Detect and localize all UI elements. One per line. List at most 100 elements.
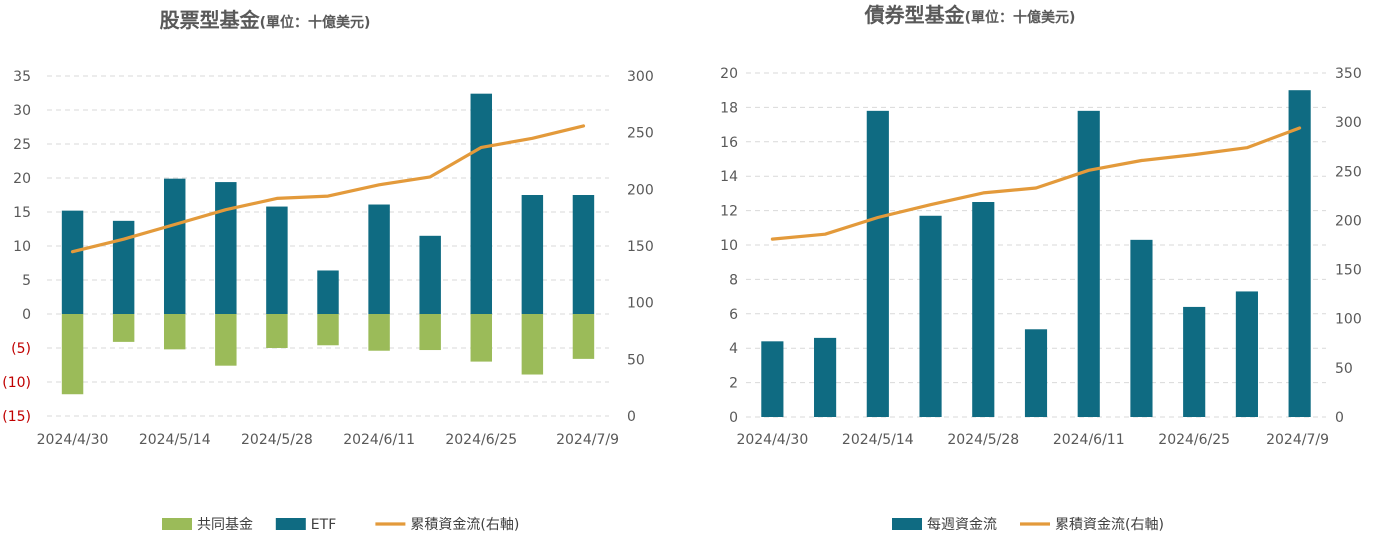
y-left-tick-label: (10) — [2, 375, 31, 391]
x-tick-label: 2024/5/14 — [139, 432, 211, 448]
mutual-fund-bar — [419, 314, 441, 351]
legend-swatch — [275, 518, 306, 530]
chart-title: 債券型基金(單位：十億美元) — [864, 3, 1076, 27]
etf-bar — [163, 178, 186, 314]
y-left-tick-label: 10 — [720, 238, 738, 254]
x-tick-label: 2024/6/11 — [343, 432, 415, 448]
cumulative-flow-line — [70, 124, 586, 254]
mutual-fund-bar — [163, 314, 186, 350]
x-tick-label: 2024/5/14 — [842, 432, 914, 448]
legend-swatch — [892, 518, 922, 530]
mutual-fund-bar — [266, 314, 288, 348]
y-right-tick-label: 50 — [1335, 361, 1353, 377]
etf-bar — [61, 210, 84, 314]
legend-swatch — [162, 518, 192, 530]
y-right-tick-label: 300 — [1335, 115, 1362, 131]
mutual-fund-bar — [317, 314, 339, 346]
etf-bar — [317, 270, 339, 314]
weekly-flow-bar — [1235, 291, 1258, 417]
y-right-tick-label: 100 — [627, 296, 654, 312]
y-left-tick-label: (15) — [2, 409, 31, 425]
x-tick-label: 2024/5/28 — [947, 432, 1019, 448]
weekly-flow-bar — [814, 337, 837, 417]
y-right-tick-label: 150 — [627, 239, 654, 255]
bond-fund-chart: 債券型基金(單位：十億美元)20181614121086420350300250… — [720, 3, 1362, 533]
y-left-tick-label: 0 — [22, 307, 31, 323]
weekly-flow-bar — [1024, 329, 1048, 417]
weekly-flow-bar — [866, 110, 889, 417]
weekly-flow-bar — [972, 202, 995, 417]
y-left-tick-label: 25 — [13, 137, 31, 153]
y-left-tick-label: 12 — [720, 204, 738, 220]
y-right-tick-label: 0 — [627, 409, 636, 425]
mutual-fund-bar — [572, 314, 595, 359]
etf-bar — [572, 195, 595, 314]
etf-bar — [266, 206, 288, 314]
legend-label: 累積資金流(右軸) — [1055, 517, 1164, 533]
equity-fund-chart: 股票型基金(單位：十億美元)35302520151050(5)(10)(15)3… — [2, 8, 654, 533]
mutual-fund-bar — [112, 314, 135, 342]
x-tick-label: 2024/6/11 — [1053, 432, 1125, 448]
x-tick-label: 2024/4/30 — [37, 432, 109, 448]
y-left-tick-label: 14 — [720, 169, 738, 185]
y-left-tick-label: (5) — [11, 341, 31, 357]
y-left-tick-label: 18 — [720, 100, 738, 116]
weekly-flow-bar — [1077, 110, 1100, 417]
x-tick-label: 2024/5/28 — [241, 432, 313, 448]
mutual-fund-bar — [215, 314, 237, 366]
legend-label: 累積資金流(右軸) — [410, 517, 519, 533]
y-right-tick-label: 200 — [627, 182, 654, 198]
chart-title-main: 股票型基金 — [160, 8, 261, 32]
bond-fund-chart-panel: 債券型基金(單位：十億美元) 20 18 16 14 12 10 8 6 4 2 0 350 300 250… — [688, 0, 1376, 539]
etf-bar — [368, 204, 390, 314]
chart-title: 股票型基金(單位：十億美元) — [160, 8, 371, 32]
y-left-tick-label: 15 — [13, 205, 31, 221]
y-left-tick-label: 20 — [13, 171, 31, 187]
y-left-tick-label: 20 — [720, 66, 738, 82]
etf-bar — [215, 182, 237, 314]
y-right-tick-label: 300 — [627, 69, 654, 85]
weekly-flow-bar — [1130, 239, 1153, 417]
x-tick-label: 2024/4/30 — [736, 432, 808, 448]
y-right-tick-label: 350 — [1335, 66, 1362, 82]
etf-bar — [521, 195, 544, 314]
mutual-fund-bar — [470, 314, 493, 362]
weekly-flow-bar — [919, 215, 942, 417]
mutual-fund-bar — [368, 314, 390, 351]
y-right-tick-label: 0 — [1335, 410, 1344, 426]
y-right-tick-label: 100 — [1335, 312, 1362, 328]
y-left-tick-label: 5 — [22, 273, 31, 289]
y-right-tick-label: 250 — [627, 126, 654, 142]
cumulative-flow-line — [770, 126, 1302, 241]
y-left-tick-label: 16 — [720, 135, 738, 151]
legend-label: ETF — [311, 517, 336, 533]
etf-bar — [419, 235, 441, 314]
y-right-tick-label: 250 — [1335, 164, 1362, 180]
chart-title-unit: (單位：十億美元) — [965, 9, 1076, 26]
legend-label: 共同基金 — [197, 516, 253, 533]
mutual-fund-bar — [61, 314, 84, 395]
weekly-flow-bar — [1183, 306, 1206, 417]
y-left-tick-label: 35 — [13, 69, 31, 85]
legend-label: 每週資金流 — [927, 517, 997, 533]
y-right-tick-label: 150 — [1335, 263, 1362, 279]
equity-fund-chart-panel: 股票型基金(單位：十億美元) 35 30 25 20 15 10 5 0 (5) (10) (15) 3… — [2, 8, 654, 533]
y-left-tick-label: 2 — [729, 376, 738, 392]
y-left-tick-label: 0 — [729, 410, 738, 426]
y-left-tick-label: 4 — [729, 341, 738, 357]
chart-title-main: 債券型基金 — [864, 3, 966, 27]
weekly-flow-bar — [1288, 90, 1311, 417]
weekly-flow-bar — [761, 341, 784, 417]
etf-bar — [470, 93, 493, 315]
x-tick-label: 2024/7/9 — [1266, 432, 1329, 448]
y-left-tick-label: 6 — [729, 307, 738, 323]
y-left-tick-label: 8 — [729, 272, 738, 288]
y-left-tick-label: 30 — [13, 103, 31, 119]
chart-title-unit: (單位：十億美元) — [260, 14, 371, 31]
y-right-tick-label: 50 — [627, 352, 645, 368]
y-left-tick-label: 10 — [13, 239, 31, 255]
x-tick-label: 2024/7/9 — [556, 432, 619, 448]
mutual-fund-bar — [521, 314, 544, 375]
y-right-tick-label: 200 — [1335, 213, 1362, 229]
x-tick-label: 2024/6/25 — [1158, 432, 1230, 448]
